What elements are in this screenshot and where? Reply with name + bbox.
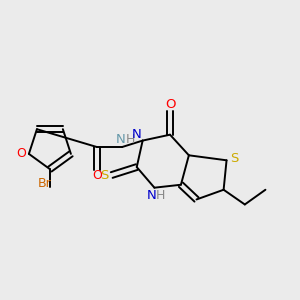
Text: S: S (231, 152, 239, 165)
Text: O: O (16, 147, 26, 161)
Text: H: H (156, 189, 166, 202)
Text: N: N (116, 133, 125, 146)
Text: S: S (100, 169, 109, 182)
Text: N: N (147, 189, 156, 202)
Text: N: N (132, 128, 142, 141)
Text: O: O (92, 169, 102, 182)
Text: H: H (126, 133, 135, 146)
Text: O: O (165, 98, 175, 111)
Text: Br: Br (38, 177, 52, 190)
